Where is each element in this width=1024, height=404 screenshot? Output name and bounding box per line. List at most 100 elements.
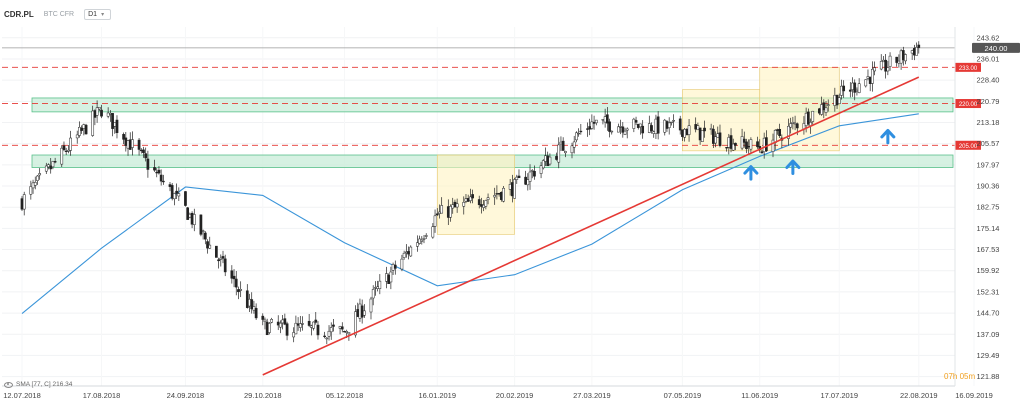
candle-body — [268, 323, 271, 333]
up-arrow-icon — [785, 159, 801, 176]
candle-body — [694, 124, 698, 130]
candle-body — [433, 215, 437, 227]
y-tick-label: 182.75 — [977, 203, 1000, 212]
candle-body — [113, 122, 117, 127]
resistance-label: 220.00 — [959, 102, 978, 108]
candle-body — [495, 193, 499, 195]
candle-body — [656, 116, 660, 134]
candle-body — [301, 323, 304, 325]
candle-body — [316, 324, 320, 336]
candle-body — [714, 136, 717, 144]
candle-body — [888, 55, 892, 67]
candle-body — [49, 165, 53, 170]
candle-body — [700, 130, 704, 142]
candle-body — [837, 97, 841, 105]
candle-body — [389, 271, 393, 283]
candle-body — [409, 246, 413, 257]
x-tick-label: 05.12.2018 — [326, 391, 364, 400]
consolidation-boxes — [436, 67, 840, 235]
candle-body — [20, 198, 24, 210]
candle-body — [586, 128, 589, 130]
candle-body — [190, 212, 194, 225]
candle-body — [570, 145, 574, 154]
candle-body — [910, 50, 914, 54]
candle-body — [310, 325, 313, 328]
x-tick-label: 20.02.2019 — [496, 391, 534, 400]
y-tick-label: 159.92 — [977, 266, 1000, 275]
x-tick-label: 27.03.2019 — [573, 391, 611, 400]
candle-body — [791, 121, 795, 124]
candle-body — [526, 179, 530, 186]
candle-body — [153, 167, 156, 171]
candle-body — [818, 108, 821, 114]
resistance-label: 233.00 — [959, 66, 978, 72]
candle-body — [579, 130, 583, 133]
candle-body — [22, 194, 26, 210]
sma-legend[interactable]: SMA [77, C] 216.34 — [4, 381, 72, 388]
timeframe-value: D1 — [88, 10, 98, 18]
candle-body — [75, 134, 79, 139]
candle-body — [374, 287, 377, 289]
candle-body — [402, 252, 406, 258]
candle-body — [681, 129, 684, 137]
candle-body — [857, 83, 861, 93]
candle-body — [855, 89, 859, 92]
candle-body — [157, 169, 161, 174]
candle-body — [252, 306, 256, 311]
arrows-layer — [743, 128, 896, 181]
candle-body — [64, 150, 68, 152]
candle-body — [826, 104, 830, 106]
candle-body — [654, 118, 658, 134]
candle-body — [97, 107, 101, 110]
resistance-label-bg — [955, 62, 981, 72]
candle-body — [184, 191, 187, 206]
candle-body — [559, 141, 563, 145]
candle-body — [137, 139, 141, 150]
candle-body — [601, 119, 605, 121]
candle-body — [731, 143, 735, 151]
candle-body — [435, 213, 439, 216]
candle-body — [524, 176, 527, 185]
candle-body — [756, 141, 759, 148]
candle-body — [142, 149, 145, 153]
candle-body — [38, 173, 42, 176]
eye-icon[interactable] — [4, 381, 13, 388]
candle-body — [462, 202, 466, 207]
candle-body — [47, 164, 50, 168]
candle-body — [203, 232, 207, 240]
candle-body — [358, 303, 362, 319]
candle-body — [208, 244, 212, 249]
candle-body — [36, 175, 39, 181]
candle-body — [577, 132, 580, 135]
candle-body — [446, 206, 450, 218]
resistance-levels: 233.00 220.00 205.00 — [2, 47, 981, 150]
candle-body — [884, 59, 887, 72]
candle-body — [639, 123, 642, 128]
y-tick-label: 190.36 — [977, 182, 1000, 191]
candle-body — [499, 192, 503, 200]
candle-body — [762, 137, 766, 152]
candle-body — [667, 122, 671, 128]
timeframe-select[interactable]: D1 ▾ — [84, 8, 112, 20]
candle-body — [497, 193, 501, 195]
candle-body — [221, 256, 225, 259]
candle-body — [356, 309, 360, 317]
candle-body — [234, 278, 238, 288]
candle-body — [904, 54, 907, 62]
candle-body — [69, 137, 72, 151]
candle-body — [188, 213, 192, 218]
candle-body — [217, 259, 220, 262]
y-tick-label: 205.57 — [977, 139, 1000, 148]
candle-body — [215, 245, 218, 258]
candle-body — [718, 132, 722, 146]
trendline[interactable] — [262, 76, 920, 376]
candle-body — [603, 116, 607, 123]
symbol-label[interactable]: CDR.PL — [4, 9, 34, 19]
candle-body — [173, 193, 176, 200]
x-tick-label: 12.07.2018 — [3, 391, 41, 400]
candle-body — [144, 153, 148, 159]
candle-body — [281, 319, 284, 324]
candle-body — [387, 274, 391, 284]
candle-body — [424, 235, 428, 237]
